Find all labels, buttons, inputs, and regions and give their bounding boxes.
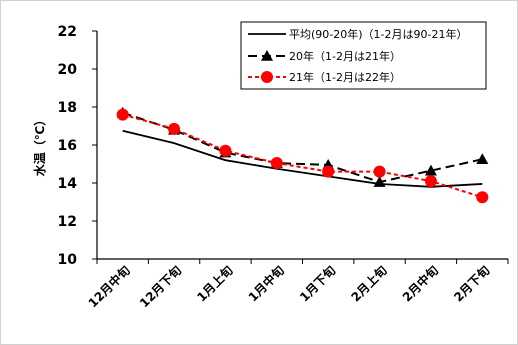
y-axis-title: 水温（℃） — [32, 114, 47, 177]
plot-area — [116, 106, 489, 204]
data-point — [373, 165, 386, 178]
legend-label: 平均(90-20年)（1-2月は90-21年） — [289, 27, 467, 41]
series-line — [122, 111, 483, 184]
data-point — [219, 144, 232, 157]
y-tick-label: 20 — [58, 62, 78, 78]
y-tick-label: 18 — [58, 100, 77, 116]
y-tick-label: 14 — [58, 176, 78, 192]
data-point — [476, 153, 489, 165]
legend: 平均(90-20年)（1-2月は90-21年） 20年（1-2月は21年） 21年（… — [240, 21, 487, 90]
data-point — [322, 165, 335, 178]
y-tick-label: 16 — [58, 138, 77, 154]
y-tick-label: 10 — [58, 252, 78, 268]
series-0 — [122, 129, 483, 188]
legend-label: 21年（1-2月は22年） — [289, 70, 401, 84]
series-line — [122, 129, 483, 188]
data-point — [116, 108, 129, 121]
legend-marker — [261, 71, 273, 83]
data-point — [373, 176, 386, 187]
data-point — [424, 164, 437, 176]
y-tick-label: 12 — [58, 214, 77, 230]
data-point — [270, 157, 283, 170]
data-point — [168, 122, 181, 135]
data-point — [424, 175, 437, 188]
legend-label: 20年（1-2月は21年） — [289, 49, 401, 63]
series-2 — [116, 108, 489, 204]
data-point — [476, 191, 489, 204]
series-line — [122, 113, 483, 199]
legend-marker — [261, 50, 273, 61]
y-tick-label: 22 — [58, 24, 77, 40]
